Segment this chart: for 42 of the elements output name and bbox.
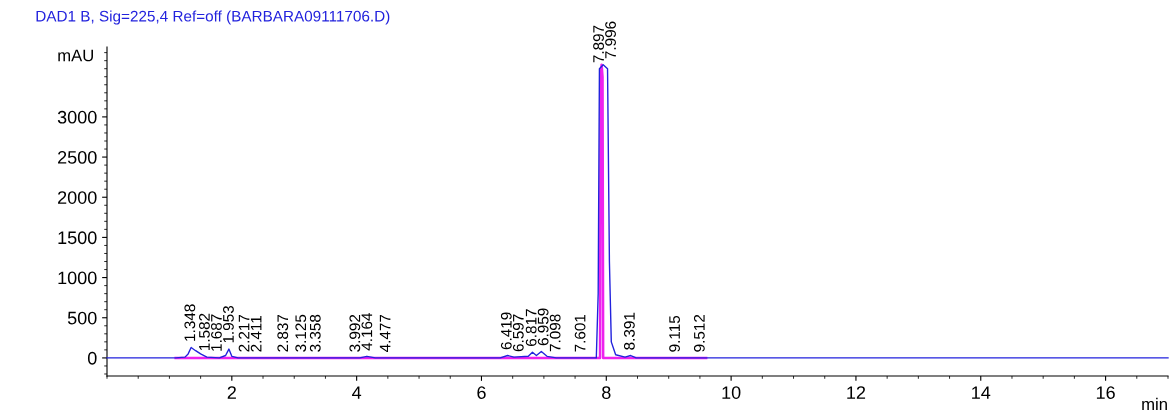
annotation: 3.358 [309, 314, 321, 352]
y-tick-label: 2000 [58, 191, 97, 204]
x-tick-label: 12 [847, 386, 866, 399]
annotation: 2.411 [250, 316, 262, 352]
x-axis-title: min [1142, 397, 1167, 410]
x-tick-label: 10 [722, 386, 741, 399]
annotation: 2.217 [238, 314, 250, 352]
annotation: 2.837 [277, 314, 289, 352]
annotation: 1.953 [223, 305, 234, 343]
annotation: 7.601 [574, 314, 586, 352]
annotation: 6.817 [525, 309, 537, 346]
y-tick-label: 0 [87, 351, 97, 365]
annotation: 9.115 [669, 315, 680, 352]
annotation: 1.582 [199, 313, 210, 350]
y-tick-label: 500 [67, 311, 97, 325]
annotation: 1.687 [211, 314, 222, 351]
x-tick-label: 2 [227, 386, 236, 399]
annotation: 6.419 [500, 312, 512, 350]
annotation: 4.477 [379, 314, 391, 353]
y-tick-label: 3000 [57, 110, 97, 124]
annotation: 7.897 [593, 25, 604, 63]
chart-title: DAD1 B, Sig=225,4 Ref=off (BARBARA09111706.D) [36, 10, 390, 25]
annotation: 6.597 [512, 314, 524, 352]
y-axis-title: mAU [58, 49, 93, 62]
x-tick-label: 16 [1096, 386, 1115, 399]
y-tick-label: 1000 [58, 271, 97, 285]
annotation: 7.996 [605, 21, 616, 59]
y-tick-label: 1500 [58, 231, 97, 245]
x-tick-label: 6 [477, 386, 486, 399]
x-tick-label: 4 [352, 386, 362, 399]
annotation: 7.098 [549, 314, 561, 352]
y-tick-label: 2500 [58, 151, 97, 164]
annotation: 9.512 [693, 314, 705, 352]
annotation: 8.391 [623, 312, 635, 350]
annotation: 3.992 [349, 314, 361, 352]
line-series [106, 63, 1169, 359]
annotation: 6.959 [537, 308, 549, 346]
x-tick-label: 14 [972, 386, 991, 399]
annotation: 1.348 [184, 304, 196, 341]
x-tick-label: 8 [602, 386, 611, 399]
annotation: 3.125 [295, 314, 307, 352]
annotation: 4.164 [361, 312, 373, 351]
